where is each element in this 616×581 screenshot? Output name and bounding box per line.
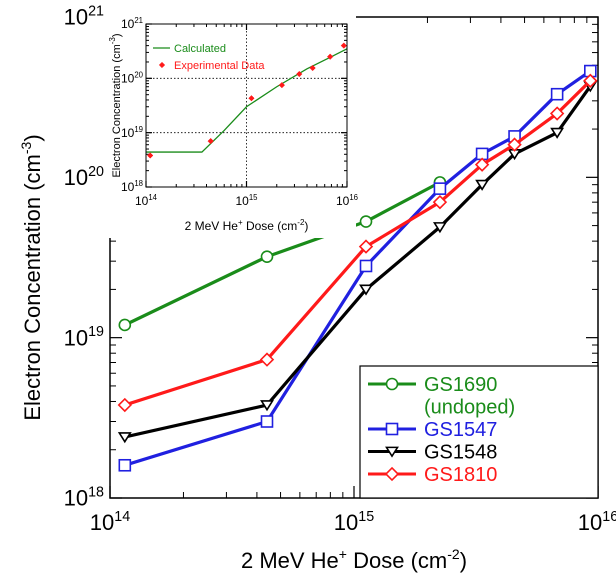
data-point [117,397,132,413]
series-gs1810 [117,73,598,413]
main-y-axis-label: Electron Concentration (cm-3) [18,134,45,420]
inset-series-calculated [146,48,348,153]
inset-y-tick-label: 1020 [121,70,144,85]
inset-legend: Calculated Experimental Data [153,43,265,72]
inset-data-point [248,95,255,102]
data-point [432,222,447,234]
legend-entry: (undoped) [424,397,515,419]
inset-y-tick-label: 1021 [121,16,143,31]
data-point [550,127,565,139]
main-series-group [117,64,598,472]
legend-entry: GS1690 [368,374,497,396]
data-point [432,194,448,210]
data-point [260,415,274,428]
main-x-axis-label: 2 MeV He+ Dose (cm-2) [241,546,467,573]
data-point [549,106,565,121]
inset-data-point [309,64,316,72]
inset-legend-label: Experimental Data [174,60,265,72]
main-y-tick-label: 1019 [64,324,104,350]
data-point [507,137,522,152]
inset-x-tick-label: 1014 [135,193,158,208]
legend-marker [384,466,400,482]
inset-data-point [207,137,214,145]
legend-entry: GS1810 [368,464,497,486]
legend-label: GS1810 [424,464,497,486]
main-y-tick-label: 1018 [64,484,104,510]
data-point [358,239,374,254]
inset-x-axis-label: 2 MeV He+ Dose (cm-2) [185,218,309,233]
main-x-tick-label: 1015 [334,509,374,535]
inset-y-axis-label: Electron Concentration (cm-3) [108,33,123,177]
inset-data-point [278,81,286,89]
series-line [124,85,592,439]
legend-marker [385,377,399,391]
series-line [124,69,592,467]
main-axis-tick-labels: 1014 1015 1016 1018 1019 1020 1021 [64,3,616,535]
data-point [118,458,132,472]
inset-series-group [146,42,348,159]
inset-legend-entry: Experimental Data [158,60,265,72]
series-line [124,180,441,327]
main-y-tick-label: 1021 [64,3,104,29]
series-gs1547 [118,64,597,472]
inset-plot-frame [145,23,348,188]
inset-series-line [146,48,348,153]
data-point [583,73,598,88]
legend-marker [385,422,399,436]
data-point [359,259,373,273]
inset-legend-marker [158,61,166,69]
legend-label: GS1547 [424,419,497,441]
data-point [474,157,490,172]
inset-data-point [147,152,154,159]
data-point [117,432,132,444]
data-point [359,215,373,228]
main-x-tick-label: 1016 [578,509,616,535]
inset-legend-label: Calculated [174,43,226,55]
legend-label: GS1548 [424,442,497,464]
legend-marker [385,446,399,458]
data-point [259,352,275,367]
data-point [359,284,373,296]
inset-chart: 1014 1015 1016 1018 1019 1020 1021 Calculated E… [104,14,358,238]
main-y-tick-label: 1020 [64,164,104,190]
main-chart: 1014 1015 1016 1018 1019 1020 1021 2 MeV He+ D… [18,3,616,573]
data-point [433,182,447,195]
inset-legend-entry: Calculated [153,43,226,55]
inset-grid [146,24,347,187]
inset-axis-tick-labels: 1014 1015 1016 1018 1019 1020 1021 [121,16,358,208]
data-point [475,179,490,191]
legend-entry: GS1547 [368,419,497,441]
data-point [550,87,564,101]
legend-entry: GS1548 [368,442,497,464]
data-point [260,250,274,263]
legend-box [359,365,599,499]
inset-y-tick-label: 1019 [121,125,143,140]
data-point [118,318,132,332]
data-point [260,400,274,412]
inset-data-point [296,70,303,78]
inset-series-experimental-data [147,42,347,159]
inset-data-point [340,42,347,49]
series-line [124,79,592,407]
inset-x-tick-label: 1015 [235,193,258,208]
inset-y-tick-label: 1018 [121,179,143,194]
legend-label: (undoped) [424,397,515,419]
main-x-tick-label: 1014 [90,509,130,535]
inset-data-point [327,53,334,60]
legend-label: GS1690 [424,374,497,396]
inset-x-tick-label: 1016 [336,193,358,208]
